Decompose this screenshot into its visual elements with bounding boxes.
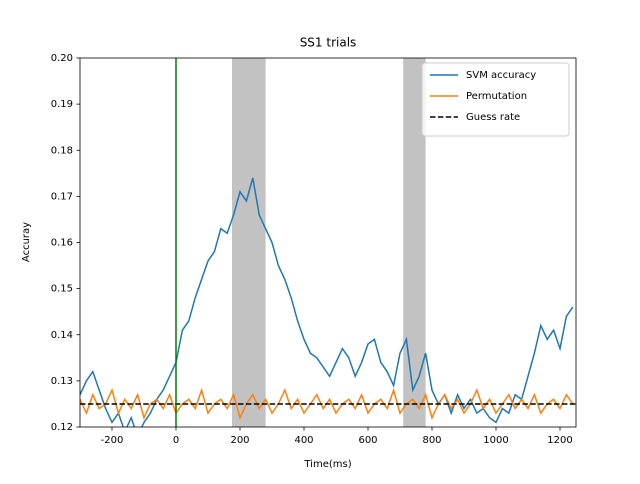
- x-tick-label: 400: [294, 435, 313, 446]
- x-tick-label: 1000: [483, 435, 508, 446]
- x-tick-label: 800: [422, 435, 441, 446]
- y-tick-label: 0.18: [51, 145, 73, 156]
- legend-label: SVM accuracy: [466, 70, 536, 81]
- series-line: [80, 177, 574, 427]
- legend-box: [421, 62, 570, 137]
- shaded-region: [403, 58, 426, 427]
- x-tick-label: 200: [230, 435, 249, 446]
- y-axis-label: Accuray: [21, 222, 32, 262]
- shaded-region: [232, 58, 266, 427]
- y-tick-label: 0.12: [51, 422, 73, 433]
- y-tick-label: 0.14: [51, 330, 73, 341]
- x-axis-label: Time(ms): [303, 459, 351, 470]
- y-tick-label: 0.16: [51, 238, 73, 249]
- x-tick-label: 600: [358, 435, 377, 446]
- y-tick-label: 0.20: [51, 53, 73, 64]
- chart-title: SS1 trials: [300, 36, 357, 50]
- x-tick-label: -200: [101, 435, 124, 446]
- legend-label: Permutation: [466, 91, 527, 102]
- y-tick-label: 0.13: [51, 376, 73, 387]
- legend-label: Guess rate: [466, 112, 520, 123]
- y-tick-label: 0.15: [51, 284, 73, 295]
- y-tick-label: 0.19: [51, 99, 73, 110]
- y-tick-label: 0.17: [51, 191, 73, 202]
- x-tick-label: 0: [173, 435, 179, 446]
- x-tick-label: 1200: [547, 435, 572, 446]
- legend: SVM accuracy Permutation Guess rate: [421, 62, 570, 137]
- plot-area: [80, 58, 576, 427]
